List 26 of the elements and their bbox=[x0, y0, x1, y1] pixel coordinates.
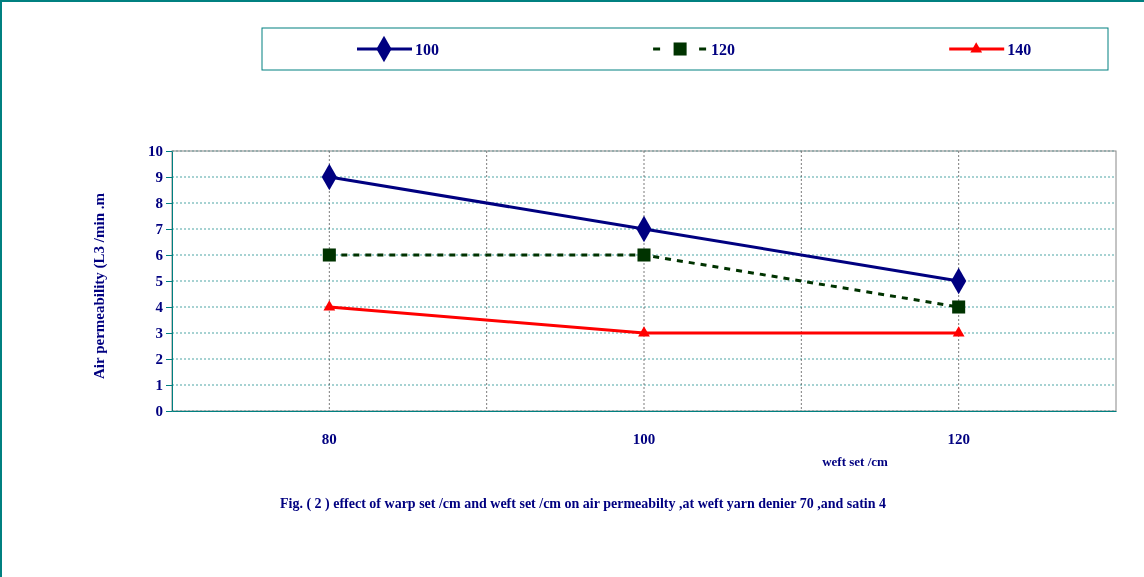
point bbox=[952, 326, 965, 337]
point bbox=[638, 326, 650, 337]
legend-label: 140 bbox=[1007, 41, 1032, 58]
point bbox=[637, 248, 651, 262]
y-tick-label: 4 bbox=[155, 299, 164, 316]
x-tick-label: 80 bbox=[321, 430, 337, 447]
y-tick-label: 1 bbox=[155, 377, 163, 394]
legend-label: 100 bbox=[415, 41, 439, 58]
y-tick-label: 3 bbox=[155, 325, 163, 342]
y-tick-label: 8 bbox=[155, 195, 163, 212]
y-tick-label: 10 bbox=[148, 143, 163, 160]
y-tick-label: 2 bbox=[155, 351, 163, 368]
legend-label: 120 bbox=[711, 41, 736, 58]
x-axis-title: weft set /cm bbox=[822, 454, 889, 469]
point bbox=[952, 300, 966, 314]
point bbox=[323, 300, 336, 311]
text: Fig. ( 2 ) effect of warp set /cm and weft set /cm on air permeabilty ,at weft yarn denier 70 ,and satin 4 bbox=[279, 496, 887, 512]
y-tick-label: 9 bbox=[155, 169, 163, 186]
x-tick-label: 120 bbox=[947, 430, 970, 447]
y-tick-label: 7 bbox=[155, 221, 164, 238]
y-tick-label: 6 bbox=[155, 247, 164, 264]
point bbox=[322, 248, 336, 262]
y-tick-label: 5 bbox=[155, 273, 163, 290]
x-tick-label: 100 bbox=[632, 430, 656, 447]
y-tick-label: 0 bbox=[155, 403, 163, 420]
y-axis-title: Air permeability (L3 /min .m bbox=[91, 192, 108, 379]
